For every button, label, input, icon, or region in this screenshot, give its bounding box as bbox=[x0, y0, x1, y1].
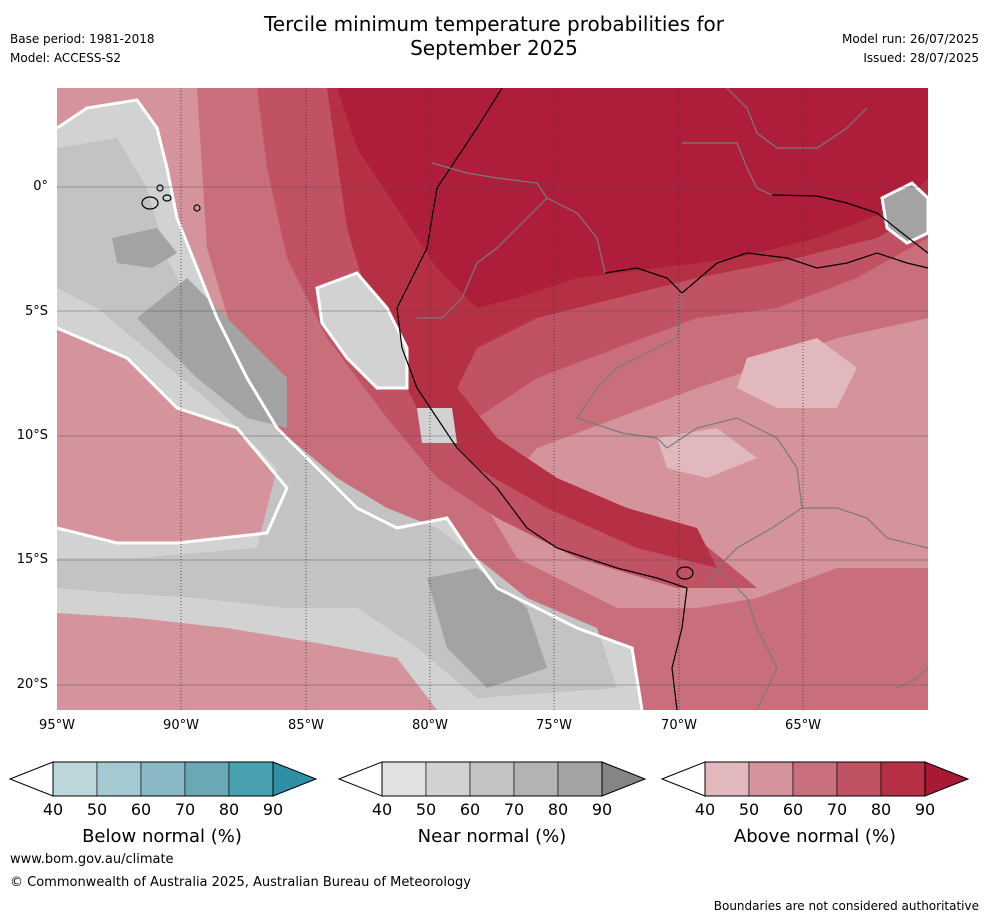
lon-label-95w: 95°W bbox=[39, 718, 75, 733]
colorbar-tick-label: 50 bbox=[738, 800, 760, 819]
lon-label-70w: 70°W bbox=[661, 718, 697, 733]
galapagos-islands bbox=[141, 184, 201, 212]
white-contour-south bbox=[57, 326, 289, 545]
below-normal-colorbar bbox=[8, 761, 318, 797]
model-text: Model: ACCESS-S2 bbox=[10, 51, 122, 65]
white-contour-west bbox=[57, 98, 644, 710]
colorbar-tick-label: 40 bbox=[694, 800, 716, 819]
above-normal-title: Above normal (%) bbox=[733, 826, 897, 847]
coastline bbox=[396, 88, 688, 710]
footer-url[interactable]: www.bom.gov.au/climate bbox=[10, 852, 174, 867]
footer-note: Boundaries are not considered authoritat… bbox=[713, 899, 979, 913]
colorbar-cell bbox=[880, 761, 926, 797]
latitude-gridlines bbox=[57, 186, 928, 686]
below-normal-low-arrow bbox=[8, 761, 54, 797]
colorbar-tick-label: 90 bbox=[914, 800, 936, 819]
map-title: Tercile minimum temperature probabilitie… bbox=[0, 12, 988, 60]
colorbar-tick-label: 50 bbox=[415, 800, 437, 819]
lake-titicaca bbox=[676, 566, 694, 580]
colorbar-cell bbox=[184, 761, 230, 797]
country-borders bbox=[417, 88, 928, 710]
title-line-2: September 2025 bbox=[410, 36, 578, 60]
near-normal-coast-patch bbox=[417, 408, 457, 443]
near-normal-colorbar bbox=[337, 761, 647, 797]
above-normal-40-patch-east bbox=[737, 338, 857, 408]
near-normal-title: Near normal (%) bbox=[417, 826, 567, 847]
colorbar-tick-label: 40 bbox=[371, 800, 393, 819]
near-normal-peru-patch bbox=[317, 273, 407, 388]
near-normal-70-west-region bbox=[137, 278, 287, 428]
near-normal-70-south-region bbox=[427, 568, 547, 688]
upper-river bbox=[771, 194, 928, 254]
amazon-river bbox=[604, 252, 928, 294]
colorbar-cell bbox=[748, 761, 794, 797]
colorbar-cell bbox=[469, 761, 515, 797]
footer-copyright: © Commonwealth of Australia 2025, Austra… bbox=[10, 875, 471, 890]
lon-label-85w: 85°W bbox=[288, 718, 324, 733]
colorbar-tick-label: 60 bbox=[782, 800, 804, 819]
colorbar-cell bbox=[513, 761, 559, 797]
lon-label-80w: 80°W bbox=[412, 718, 448, 733]
near-normal-high-arrow bbox=[601, 761, 647, 797]
lat-label-15s: 15°S bbox=[16, 552, 48, 567]
colorbar-tick-label: 60 bbox=[130, 800, 152, 819]
above-normal-40-patch-bolivia bbox=[657, 428, 757, 478]
colorbar-tick-label: 80 bbox=[218, 800, 240, 819]
near-normal-east-patch bbox=[882, 183, 928, 243]
colorbar-tick-label: 50 bbox=[86, 800, 108, 819]
colorbar-tick-label: 80 bbox=[870, 800, 892, 819]
colorbar-cell bbox=[96, 761, 142, 797]
near-normal-70-north-patch bbox=[112, 228, 177, 268]
near-normal-low-arrow bbox=[337, 761, 383, 797]
colorbar-tick-label: 90 bbox=[591, 800, 613, 819]
colorbar-cell bbox=[557, 761, 603, 797]
lat-label-10s: 10°S bbox=[16, 428, 48, 443]
colorbar-cell bbox=[704, 761, 750, 797]
colorbar-tick-label: 70 bbox=[174, 800, 196, 819]
colorbar-cell bbox=[228, 761, 274, 797]
above-normal-low-arrow bbox=[660, 761, 706, 797]
above-normal-high-arrow bbox=[924, 761, 970, 797]
colorbar-cell bbox=[425, 761, 471, 797]
issued-text: Issued: 28/07/2025 bbox=[863, 51, 979, 65]
colorbar-cell bbox=[52, 761, 98, 797]
lon-label-90w: 90°W bbox=[163, 718, 199, 733]
lat-label-20s: 20°S bbox=[16, 677, 48, 692]
title-line-1: Tercile minimum temperature probabilitie… bbox=[263, 12, 725, 36]
colorbar-tick-label: 70 bbox=[503, 800, 525, 819]
above-normal-colorbar bbox=[660, 761, 970, 797]
below-normal-high-arrow bbox=[272, 761, 318, 797]
lat-label-5s: 5°S bbox=[24, 304, 48, 319]
near-normal-60-west-region bbox=[57, 138, 617, 698]
lat-label-0: 0° bbox=[33, 179, 48, 194]
base-period-text: Base period: 1981-2018 bbox=[10, 32, 155, 46]
white-contour-peru bbox=[315, 271, 409, 390]
colorbar-tick-label: 40 bbox=[42, 800, 64, 819]
colorbar-cell bbox=[836, 761, 882, 797]
colorbar-tick-label: 70 bbox=[826, 800, 848, 819]
white-contour-east bbox=[880, 181, 928, 245]
colorbar-tick-label: 90 bbox=[262, 800, 284, 819]
colorbar-cell bbox=[381, 761, 427, 797]
colorbar-tick-label: 80 bbox=[547, 800, 569, 819]
probability-map bbox=[57, 88, 928, 710]
lon-label-75w: 75°W bbox=[536, 718, 572, 733]
model-run-text: Model run: 26/07/2025 bbox=[841, 32, 979, 46]
above-normal-90-region bbox=[337, 88, 928, 308]
below-normal-title: Below normal (%) bbox=[82, 826, 242, 847]
colorbar-tick-label: 60 bbox=[459, 800, 481, 819]
colorbar-cell bbox=[140, 761, 186, 797]
colorbar-cell bbox=[792, 761, 838, 797]
lon-label-65w: 65°W bbox=[785, 718, 821, 733]
